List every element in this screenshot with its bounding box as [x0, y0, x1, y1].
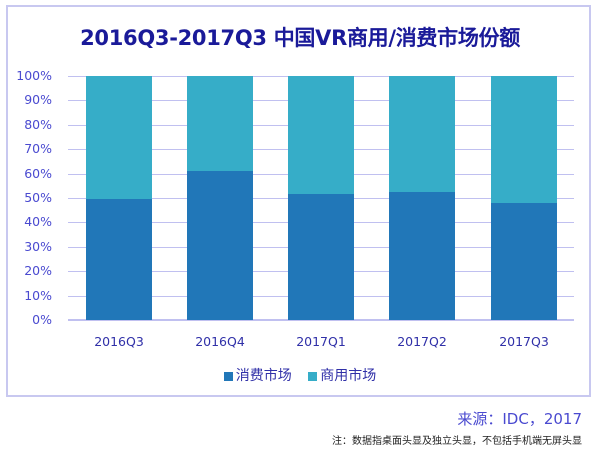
x-tick-label: 2017Q1	[296, 334, 346, 349]
bar-segment-commercial	[491, 76, 557, 203]
bar-2017Q2	[389, 76, 455, 320]
bar-segment-commercial	[288, 76, 354, 195]
x-tick-label: 2016Q4	[195, 334, 245, 349]
y-tick-label: 70%	[24, 141, 52, 157]
y-tick-label: 0%	[32, 312, 52, 327]
bar-segment-consumer	[491, 202, 557, 320]
chart-title: 2016Q3-2017Q3 中国VR商用/消费市场份额	[80, 26, 520, 50]
x-tick-label: 2016Q3	[94, 334, 144, 349]
legend: 消费市场 商用市场	[0, 365, 600, 385]
y-tick-label: 90%	[24, 92, 52, 108]
x-tick-label: 2017Q3	[499, 334, 549, 349]
bar-segment-commercial	[187, 76, 253, 172]
x-tick-label: 2017Q2	[397, 334, 447, 349]
y-tick-label: 60%	[24, 165, 52, 181]
y-tick-label: 10%	[24, 287, 52, 303]
bar-segment-consumer	[86, 199, 152, 320]
bar-2017Q3	[491, 76, 557, 320]
bar-segment-commercial	[86, 76, 152, 200]
footnote: 注：数据指桌面头显及独立头显，不包括手机端无屏头显	[332, 436, 582, 447]
bar-segment-consumer	[288, 194, 354, 320]
bar-2016Q3	[86, 76, 152, 320]
bar-2016Q4	[187, 76, 253, 320]
y-tick-label: 40%	[24, 214, 52, 230]
bar-segment-consumer	[389, 191, 455, 320]
legend-swatch-icon	[223, 371, 233, 381]
legend-swatch-icon	[308, 371, 318, 381]
y-tick-label: 50%	[24, 190, 52, 205]
bar-segment-consumer	[187, 171, 253, 320]
bar-segment-commercial	[389, 76, 455, 192]
source-text: 来源：IDC，2017	[457, 410, 582, 428]
y-tick-label: 30%	[24, 238, 52, 254]
legend-item-commercial: 商用市场	[308, 365, 376, 385]
y-tick-label: 20%	[24, 263, 52, 279]
x-axis-line	[68, 319, 574, 321]
bar-2017Q1	[288, 76, 354, 320]
y-tick-label: 80%	[24, 116, 52, 132]
legend-item-consumer: 消费市场	[223, 365, 292, 385]
y-tick-label: 100%	[16, 68, 52, 83]
